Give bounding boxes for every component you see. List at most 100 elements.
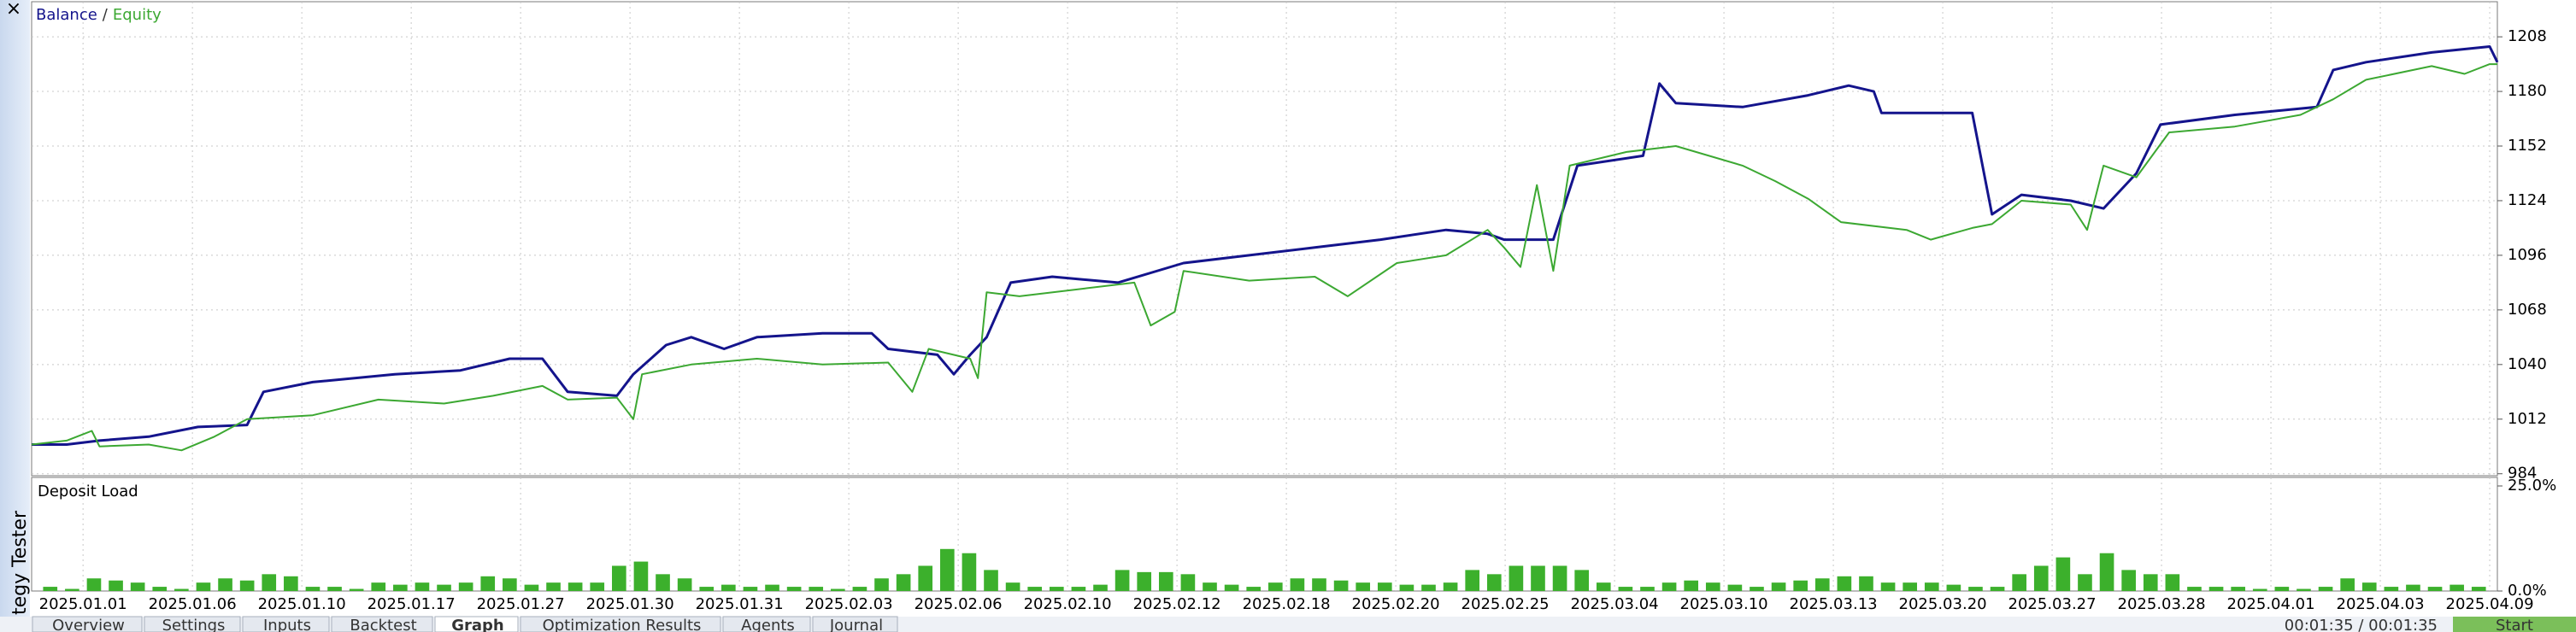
bar [1968, 587, 1983, 591]
bar [2099, 553, 2114, 591]
tab[interactable] [434, 616, 519, 632]
bar [2252, 588, 2267, 591]
x-tick-label: 2025.02.18 [1243, 595, 1331, 613]
bar [1684, 580, 1698, 591]
side-strip [0, 0, 30, 617]
tab[interactable] [812, 616, 898, 632]
y-tick-label: 1152 [2508, 137, 2547, 155]
bar [2056, 557, 2071, 591]
tab[interactable] [331, 616, 433, 632]
bar [699, 587, 715, 591]
timer: 00:01:35 / 00:01:35 [2285, 617, 2438, 632]
bar [1180, 574, 1196, 591]
tab-label[interactable]: Graph [451, 617, 504, 632]
close-button[interactable]: × [6, 0, 21, 20]
y-tick-label: 1124 [2508, 191, 2547, 209]
bar [86, 578, 102, 591]
x-tick-label: 2025.03.04 [1571, 595, 1659, 613]
start-button[interactable] [2453, 617, 2576, 632]
tab[interactable] [242, 616, 330, 632]
x-tick-label: 2025.01.06 [149, 595, 237, 613]
bar [305, 587, 321, 591]
tab-label[interactable]: Overview [52, 617, 125, 632]
bar [1246, 587, 1262, 591]
bar [2361, 582, 2377, 591]
tab[interactable] [32, 616, 143, 632]
bar [1618, 587, 1633, 591]
main-frame [31, 1, 2498, 477]
bar [393, 584, 408, 591]
bar [1880, 582, 1896, 591]
bar [43, 587, 58, 591]
legend-entry: Balance [36, 6, 97, 24]
tab-label[interactable]: Backtest [350, 617, 416, 632]
bar [1903, 582, 1917, 591]
bar [721, 584, 736, 591]
bar [1990, 587, 2005, 591]
bar [130, 582, 145, 591]
bar [152, 587, 168, 591]
bar [2078, 574, 2092, 591]
bar [458, 582, 473, 591]
bar [262, 574, 277, 591]
bar [546, 582, 561, 591]
tab[interactable] [722, 616, 811, 632]
panel-title: Deposit Load [38, 483, 138, 500]
bar [1137, 571, 1152, 591]
y-tick-label: 25.0% [2508, 477, 2556, 494]
y-tick-label: 0.0% [2508, 582, 2547, 600]
bar [1771, 582, 1786, 591]
bar [1793, 580, 1808, 591]
bar [1377, 582, 1392, 591]
bar [1443, 582, 1458, 591]
bar [196, 582, 211, 591]
tab-label[interactable]: Settings [162, 617, 226, 632]
bar [874, 578, 889, 591]
bar [677, 578, 692, 591]
bar [65, 588, 79, 591]
tab[interactable] [520, 616, 721, 632]
tab[interactable] [144, 616, 241, 632]
bar [2340, 578, 2355, 591]
x-tick-label: 2025.04.09 [2446, 595, 2534, 613]
bar [2471, 587, 2486, 591]
tab-label[interactable]: Agents [741, 617, 795, 632]
bar [939, 548, 955, 591]
x-tick-label: 2025.03.20 [1899, 595, 1987, 613]
bar [1071, 587, 1086, 591]
y-tick-label: 1180 [2508, 82, 2547, 100]
x-tick-label: 2025.02.03 [805, 595, 893, 613]
bar [2427, 587, 2443, 591]
tab-label[interactable]: Optimization Results [543, 617, 702, 632]
bar [1312, 578, 1326, 591]
bar [1267, 582, 1283, 591]
legend-separator: / [103, 6, 109, 24]
bar [1027, 587, 1043, 591]
bar [984, 570, 998, 591]
bar [1049, 587, 1064, 591]
x-tick-label: 2025.03.10 [1680, 595, 1768, 613]
bar [1421, 584, 1436, 591]
tab-label[interactable]: Journal [829, 617, 883, 632]
bar [1399, 584, 1414, 591]
bar [1859, 576, 1873, 591]
bar [1509, 565, 1524, 591]
bar [2012, 574, 2026, 591]
bar [1486, 574, 1502, 591]
bar [109, 580, 123, 591]
bar [590, 582, 605, 591]
bar [480, 576, 496, 591]
panel-title: Strategy Tester [9, 510, 31, 632]
bar [1356, 582, 1371, 591]
bar [1596, 582, 1611, 591]
bar [1574, 570, 1590, 591]
series-line [32, 45, 2499, 446]
bar [239, 580, 255, 591]
start-label[interactable]: Start [2496, 617, 2533, 632]
bar [831, 588, 845, 591]
tab-label[interactable]: Inputs [263, 617, 311, 632]
bar [415, 582, 430, 591]
x-tick-label: 2025.03.28 [2118, 595, 2206, 613]
bar [2208, 587, 2224, 591]
